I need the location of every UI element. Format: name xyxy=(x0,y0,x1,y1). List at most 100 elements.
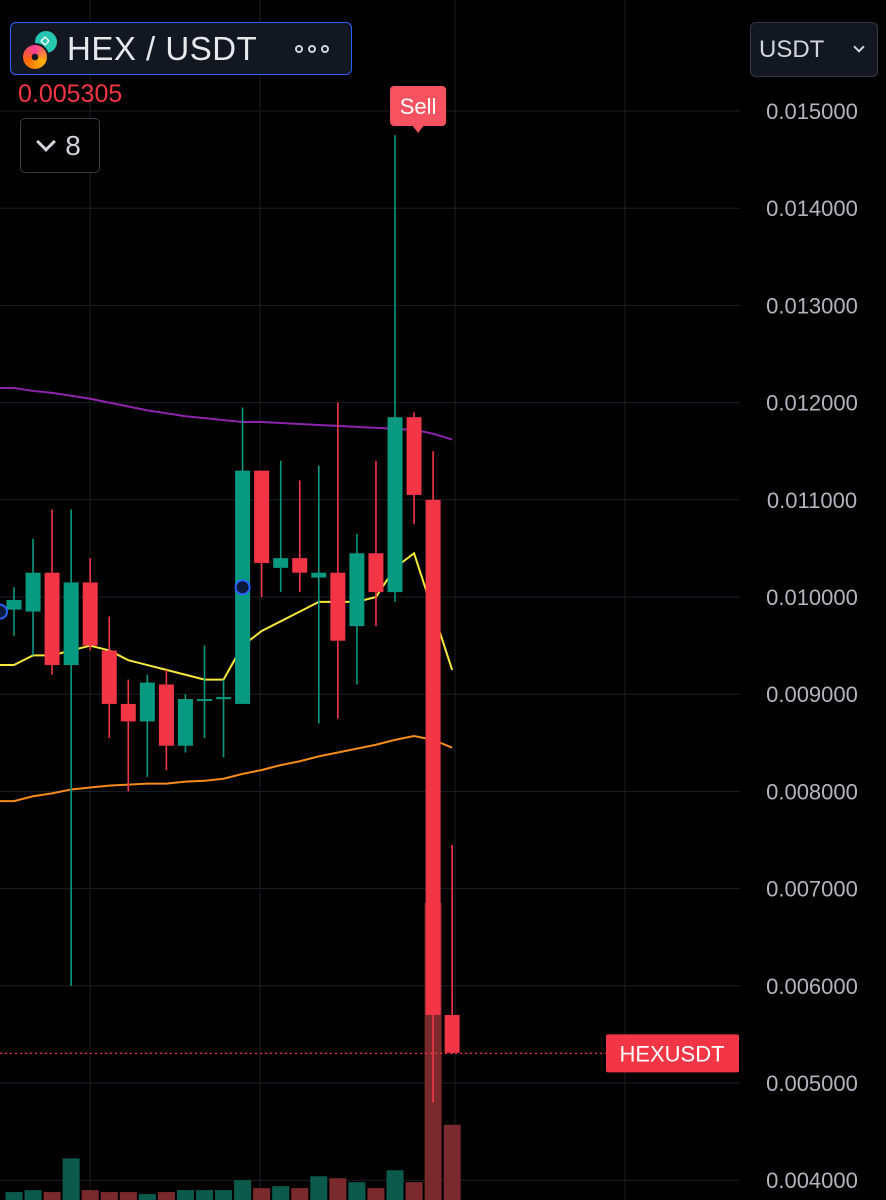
sell-signal-box xyxy=(390,86,447,126)
hex-icon xyxy=(21,42,49,71)
candle xyxy=(425,451,441,1103)
volume-bar xyxy=(176,1190,194,1200)
volume-bar xyxy=(119,1192,137,1200)
candle xyxy=(330,402,346,719)
candle xyxy=(349,533,365,685)
ma-slow-line xyxy=(0,387,453,441)
candle xyxy=(444,844,460,1054)
currency-label: USDT xyxy=(759,35,825,63)
last-price-label: HEXUSDT xyxy=(606,1034,739,1073)
y-tick-label: 0.006000 xyxy=(766,974,858,999)
volume-bar xyxy=(443,1124,461,1200)
candle xyxy=(292,480,308,593)
sell-signal-pointer xyxy=(412,125,425,133)
price-axis[interactable]: 0.015000 0.014000 0.013000 0.012000 0.011000… xyxy=(606,99,858,1193)
y-tick-label: 0.012000 xyxy=(766,391,858,416)
volume-bar xyxy=(310,1176,328,1200)
symbol-label: HEX / USDT xyxy=(67,29,258,67)
markers: Sell xyxy=(0,86,610,1054)
candle-body xyxy=(349,553,365,627)
candle-body xyxy=(368,553,384,593)
sell-signal-text: Sell xyxy=(400,94,437,119)
candle-body xyxy=(311,572,327,578)
candle-body xyxy=(425,499,441,1015)
candle xyxy=(406,412,422,525)
volume-bar xyxy=(43,1192,61,1200)
candle-body xyxy=(197,699,212,702)
candle xyxy=(6,587,22,636)
last-price-box xyxy=(606,1034,739,1073)
y-tick-label: 0.010000 xyxy=(766,585,858,610)
volume-bar xyxy=(196,1190,213,1200)
candle xyxy=(273,460,289,593)
volume-bar xyxy=(329,1178,347,1200)
candles xyxy=(6,135,460,1103)
volume-bar xyxy=(157,1192,175,1200)
candle xyxy=(216,679,232,758)
volume-bar xyxy=(272,1186,290,1200)
candle-body xyxy=(292,558,308,573)
candle xyxy=(63,509,79,986)
volume-bar xyxy=(62,1158,80,1200)
volume-bar xyxy=(367,1188,385,1200)
candle-body xyxy=(330,572,346,641)
candle-body xyxy=(25,572,41,612)
candle xyxy=(235,407,251,704)
candle-body xyxy=(63,582,79,666)
volume-bar xyxy=(24,1190,42,1200)
collapse-indicators-button[interactable]: 8 xyxy=(20,118,100,173)
volume-bar xyxy=(291,1188,309,1200)
y-tick-label: 0.005000 xyxy=(766,1071,858,1096)
candle xyxy=(139,674,155,777)
candle xyxy=(158,669,174,771)
volume-bar xyxy=(5,1192,23,1200)
candle xyxy=(120,679,136,792)
sell-signal-label: Sell xyxy=(390,86,447,133)
volume-bar xyxy=(253,1188,271,1200)
currency-select[interactable]: USDT xyxy=(750,22,878,77)
ellipsis-icon[interactable] xyxy=(295,44,330,53)
candle-body xyxy=(444,1014,460,1053)
candle-body xyxy=(139,682,155,722)
volume-bar xyxy=(215,1190,233,1200)
y-tick-label: 0.015000 xyxy=(766,99,858,124)
volume-bar xyxy=(386,1170,404,1200)
y-tick-label: 0.007000 xyxy=(766,877,858,902)
coin-logo xyxy=(19,27,61,71)
y-tick-label: 0.008000 xyxy=(766,779,858,804)
candle-body xyxy=(44,572,60,666)
grid xyxy=(0,0,740,1200)
volume-bar xyxy=(100,1192,118,1200)
current-price: 0.005305 xyxy=(18,80,123,108)
candle-body xyxy=(177,699,193,746)
candle xyxy=(197,645,212,738)
y-tick-label: 0.004000 xyxy=(766,1168,858,1193)
candle-body xyxy=(101,650,117,704)
volume-bar xyxy=(81,1190,99,1200)
chevron-down-icon xyxy=(36,131,57,152)
candle-body xyxy=(158,684,174,746)
y-tick-label: 0.013000 xyxy=(766,293,858,318)
volume-bar xyxy=(348,1182,366,1200)
candle xyxy=(368,460,384,627)
candle xyxy=(387,135,403,602)
signal-dot xyxy=(234,579,251,596)
candle xyxy=(177,694,193,753)
candle-body xyxy=(216,697,232,700)
candle xyxy=(254,470,270,597)
symbol-selector[interactable]: HEX / USDT xyxy=(10,22,352,75)
candle-body xyxy=(387,417,403,593)
signal-dot xyxy=(0,603,8,620)
y-tick-label: 0.014000 xyxy=(766,196,858,221)
candle-body xyxy=(120,703,136,722)
candle xyxy=(82,558,98,651)
volume-bar xyxy=(234,1180,252,1200)
candle xyxy=(311,465,327,724)
chevron-down-icon xyxy=(853,40,865,53)
volume-bar xyxy=(138,1194,156,1200)
last-price-symbol: HEXUSDT xyxy=(619,1041,724,1066)
volume-bar xyxy=(405,1182,423,1200)
candle-body xyxy=(82,582,98,646)
candle-body xyxy=(406,417,422,495)
